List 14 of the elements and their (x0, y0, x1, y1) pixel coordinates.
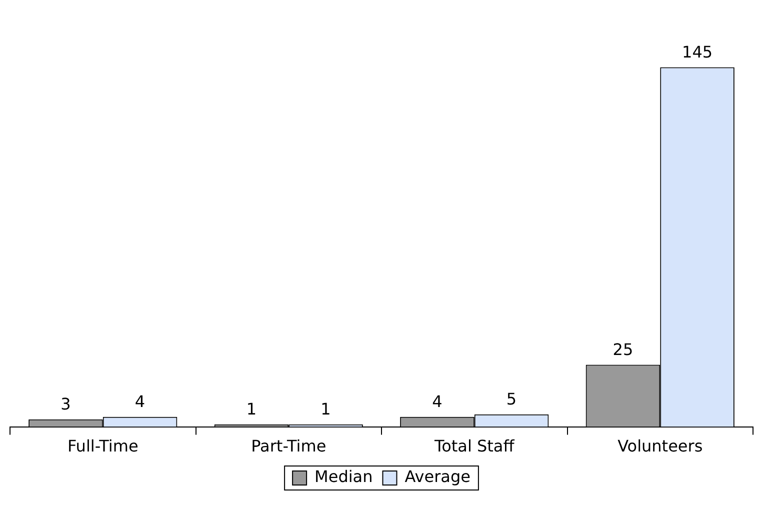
x-tick-label: Volunteers (618, 436, 703, 456)
x-tick-label: Total Staff (434, 436, 516, 456)
x-tick-label: Part-Time (251, 436, 326, 456)
data-label: 5 (506, 390, 517, 409)
data-label: 3 (60, 394, 71, 414)
data-label: 4 (134, 392, 146, 412)
data-label: 1 (246, 399, 257, 418)
x-tick-label: Full-Time (67, 436, 138, 456)
data-label: 1 (320, 399, 331, 418)
data-label: 25 (612, 340, 634, 359)
data-label: 4 (432, 392, 442, 412)
data-label: 145 (682, 42, 713, 62)
legend-label: Median (314, 467, 373, 486)
legend-label: Average (404, 467, 470, 486)
